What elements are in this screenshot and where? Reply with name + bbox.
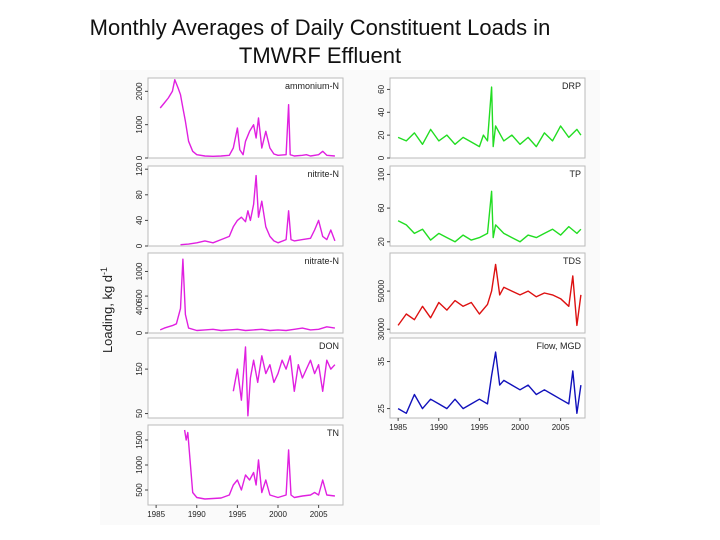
ytick-label-ammonium-n-2: 2000	[135, 82, 144, 100]
ytick-label-flow-mgd-1: 35	[377, 357, 386, 366]
y-axis-label-superscript: -1	[100, 267, 109, 275]
series-line-drp	[397, 86, 582, 148]
ytick-label-nitrite-n-2: 80	[135, 190, 144, 199]
ytick-label-tds-1: 50000	[377, 279, 386, 302]
panel-frame-drp	[389, 77, 586, 159]
panel-label-ammonium-n: ammonium-N	[285, 81, 339, 91]
ytick-label-tn-0: 500	[135, 483, 144, 497]
ytick-label-drp-2: 40	[377, 107, 386, 116]
ytick-label-drp-0: 0	[377, 155, 386, 160]
panel-label-tp: TP	[569, 169, 581, 179]
panel-label-flow-mgd: Flow, MGD	[536, 341, 581, 351]
xtick-label-left-2: 1995	[228, 510, 246, 519]
panel-frame-nitrate-n	[147, 252, 344, 334]
slide-title: Monthly Averages of Daily Constituent Lo…	[0, 14, 640, 70]
xtick-label-left-4: 2005	[310, 510, 328, 519]
series-line-tn	[183, 429, 335, 500]
ytick-label-ammonium-n-1: 1000	[135, 115, 144, 133]
xtick-label-right-0: 1985	[389, 423, 407, 432]
panel-label-nitrite-n: nitrite-N	[307, 169, 339, 179]
panel-frame-tds	[389, 252, 586, 334]
panel-label-don: DON	[319, 341, 339, 351]
ytick-label-nitrite-n-1: 40	[135, 215, 144, 224]
series-line-nitrate-n	[159, 258, 336, 332]
y-axis-label-text: Loading, kg d	[100, 275, 115, 353]
ytick-label-flow-mgd-0: 25	[377, 404, 386, 413]
ytick-label-nitrite-n-0: 0	[135, 243, 144, 248]
panel-label-tds: TDS	[563, 256, 581, 266]
panel-frame-nitrite-n	[147, 165, 344, 247]
series-line-tp	[397, 190, 582, 243]
series-line-don	[232, 346, 336, 417]
slide-title-line-1: Monthly Averages of Daily Constituent Lo…	[89, 15, 551, 40]
xtick-label-left-3: 2000	[269, 510, 287, 519]
series-line-flow-mgd	[397, 351, 582, 414]
xtick-label-left-0: 1985	[147, 510, 165, 519]
panel-label-nitrate-n: nitrate-N	[304, 256, 339, 266]
ytick-label-drp-1: 20	[377, 130, 386, 139]
xtick-label-right-4: 2005	[552, 423, 570, 432]
ytick-label-don-0: 50	[135, 409, 144, 418]
y-axis-label: Loading, kg d-1	[100, 267, 115, 353]
xtick-label-left-1: 1990	[188, 510, 206, 519]
ytick-label-tp-1: 60	[377, 203, 386, 212]
slide-title-line-2: TMWRF Effluent	[238, 43, 402, 68]
ytick-label-nitrate-n-1: 400	[135, 301, 144, 315]
ytick-label-nitrite-n-3: 120	[135, 162, 144, 176]
ytick-label-drp-3: 60	[377, 84, 386, 93]
ytick-label-nitrate-n-0: 0	[135, 330, 144, 335]
series-line-nitrite-n	[180, 174, 336, 246]
xtick-label-right-1: 1990	[430, 423, 448, 432]
series-line-tds	[397, 263, 582, 327]
series-line-ammonium-n	[159, 79, 335, 157]
ytick-label-nitrate-n-3: 1000	[135, 262, 144, 280]
ytick-label-tn-2: 1500	[135, 431, 144, 449]
ytick-label-tds-0: 30000	[377, 318, 386, 341]
ytick-label-tp-2: 100	[377, 167, 386, 181]
ytick-label-tp-0: 20	[377, 237, 386, 246]
ytick-label-don-1: 150	[135, 362, 144, 376]
ytick-label-nitrate-n-2: 600	[135, 289, 144, 303]
xtick-label-right-2: 1995	[470, 423, 488, 432]
panel-label-tn: TN	[327, 428, 339, 438]
ytick-label-ammonium-n-0: 0	[135, 155, 144, 160]
ytick-label-tn-1: 1000	[135, 456, 144, 474]
chart-figure: 0 1000 2000 ammonium-N 0 40 80 120 nitrite-N 0 400…	[100, 70, 600, 525]
xtick-label-right-3: 2000	[511, 423, 529, 432]
panel-label-drp: DRP	[562, 81, 581, 91]
panel-frame-flow-mgd	[389, 337, 586, 419]
